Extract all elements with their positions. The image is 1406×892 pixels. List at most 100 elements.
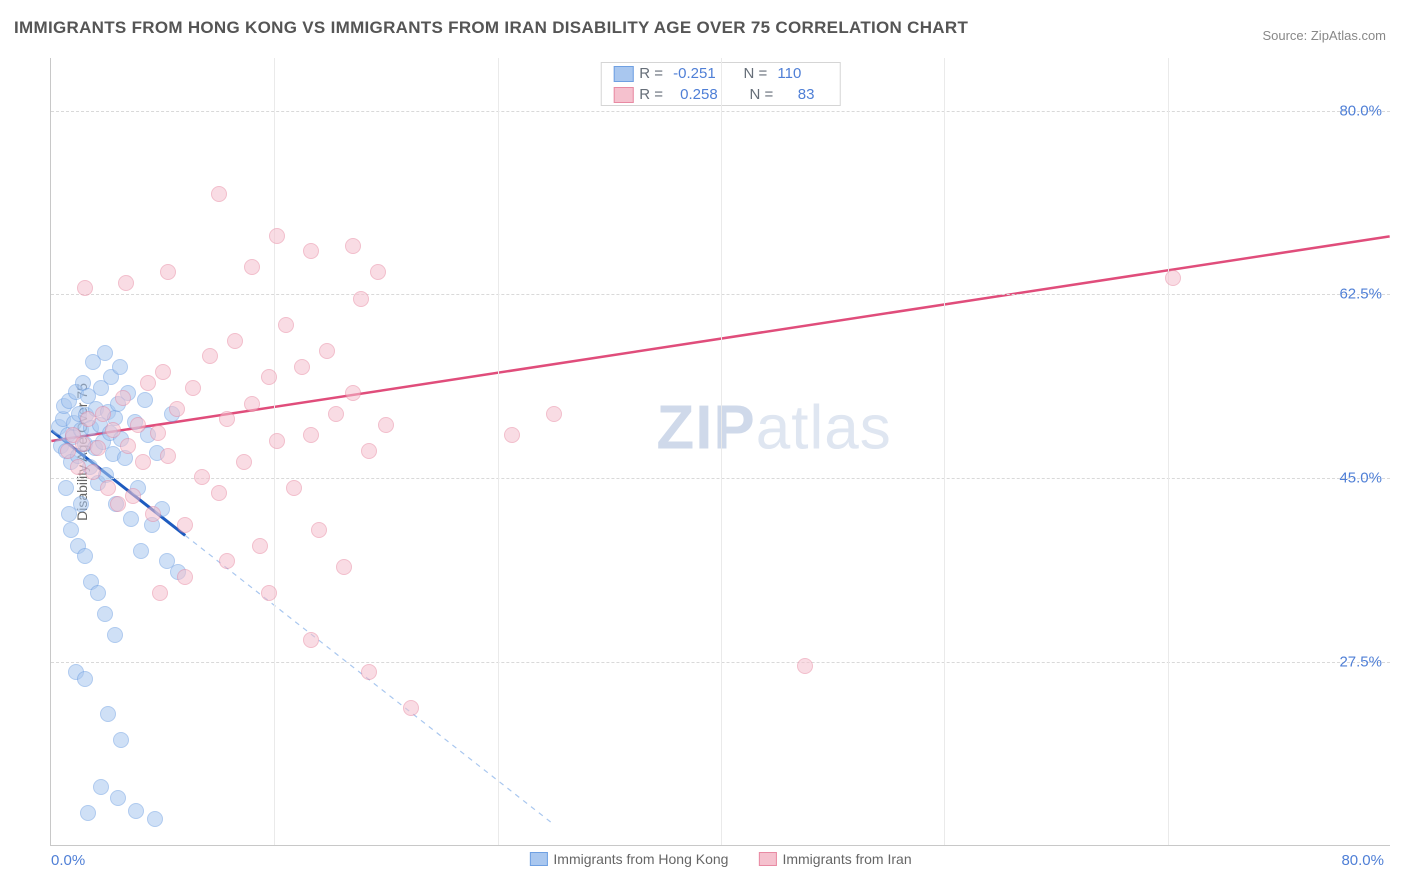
data-point [269,433,285,449]
n-value-iran: 83 [798,86,828,103]
data-point [202,348,218,364]
data-point [353,291,369,307]
data-point [227,333,243,349]
data-point [504,427,520,443]
n-value-hongkong: 110 [777,65,807,82]
data-point [211,186,227,202]
data-point [115,390,131,406]
data-point [219,411,235,427]
data-point [345,385,361,401]
data-point [128,803,144,819]
chart-title: IMMIGRANTS FROM HONG KONG VS IMMIGRANTS … [14,18,968,38]
data-point [160,264,176,280]
data-point [219,553,235,569]
data-point [100,480,116,496]
data-point [244,396,260,412]
data-point [345,238,361,254]
legend-item-hongkong: Immigrants from Hong Kong [529,851,728,867]
data-point [130,417,146,433]
data-point [177,569,193,585]
data-point [378,417,394,433]
data-point [303,632,319,648]
data-point [137,392,153,408]
data-point [269,228,285,244]
data-point [261,585,277,601]
data-point [261,369,277,385]
data-point [1165,270,1181,286]
data-point [147,811,163,827]
data-point [370,264,386,280]
data-point [97,606,113,622]
data-point [361,664,377,680]
data-point [60,443,76,459]
data-point [63,522,79,538]
data-point [145,506,161,522]
series-legend: Immigrants from Hong Kong Immigrants fro… [529,851,911,867]
data-point [194,469,210,485]
data-point [236,454,252,470]
data-point [110,496,126,512]
data-point [278,317,294,333]
y-tick-label: 62.5% [1339,286,1382,303]
data-point [252,538,268,554]
data-point [58,480,74,496]
data-point [361,443,377,459]
data-point [75,436,91,452]
watermark: ZIPatlas [656,392,891,463]
data-point [177,517,193,533]
data-point [70,459,86,475]
data-point [303,243,319,259]
data-point [85,464,101,480]
data-point [150,425,166,441]
data-point [169,401,185,417]
x-axis-max-label: 80.0% [1341,852,1384,869]
data-point [328,406,344,422]
data-point [319,343,335,359]
gridline-v [1168,58,1169,845]
gridline-v [498,58,499,845]
data-point [107,627,123,643]
data-point [61,506,77,522]
legend-swatch-icon [758,852,776,866]
legend-swatch-hongkong [613,66,633,82]
gridline-v [721,58,722,845]
data-point [797,658,813,674]
y-tick-label: 80.0% [1339,102,1382,119]
data-point [311,522,327,538]
data-point [185,380,201,396]
data-point [77,548,93,564]
data-point [112,359,128,375]
data-point [93,779,109,795]
data-point [211,485,227,501]
data-point [110,790,126,806]
legend-swatch-iran [613,87,633,103]
y-tick-label: 27.5% [1339,654,1382,671]
data-point [303,427,319,443]
legend-item-iran: Immigrants from Iran [758,851,911,867]
data-point [97,345,113,361]
data-point [80,805,96,821]
data-point [105,422,121,438]
data-point [294,359,310,375]
data-point [125,488,141,504]
data-point [135,454,151,470]
scatter-plot: Disability Age Over 75 ZIPatlas R = -0.2… [50,58,1390,846]
x-axis-min-label: 0.0% [51,852,85,869]
data-point [113,732,129,748]
data-point [403,700,419,716]
data-point [546,406,562,422]
data-point [90,440,106,456]
data-point [100,706,116,722]
data-point [160,448,176,464]
data-point [123,511,139,527]
data-point [152,585,168,601]
data-point [80,411,96,427]
data-point [77,280,93,296]
y-tick-label: 45.0% [1339,470,1382,487]
data-point [118,275,134,291]
gridline-v [274,58,275,845]
data-point [244,259,260,275]
gridline-v [944,58,945,845]
data-point [95,406,111,422]
data-point [336,559,352,575]
